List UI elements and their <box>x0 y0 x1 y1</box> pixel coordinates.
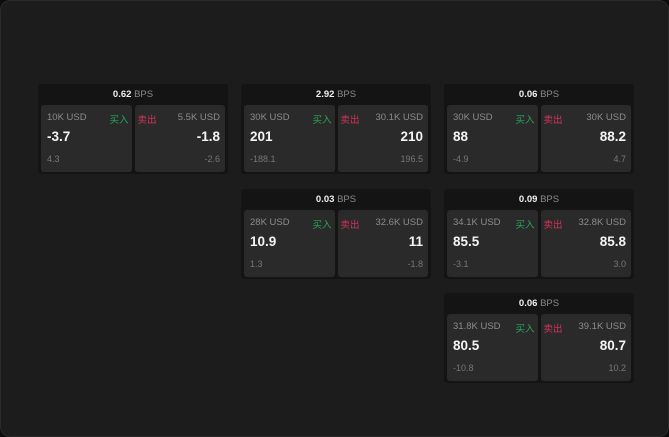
spread-header: 0.62 BPS <box>38 84 228 105</box>
spread-header: 0.06 BPS <box>444 293 634 314</box>
buy-change: 1.3 <box>250 259 263 269</box>
buy-amount: 34.1K USD <box>453 217 501 228</box>
buy-label: 买入 <box>515 220 535 231</box>
sell-amount: 32.6K USD <box>375 217 423 228</box>
sell-change: 3.0 <box>613 259 626 269</box>
buy-change: -10.8 <box>453 363 474 373</box>
sell-panel[interactable]: 卖出 30.1K USD 210 196.5 <box>337 105 428 172</box>
sell-change: 10.2 <box>608 363 626 373</box>
sell-amount: 30K USD <box>586 112 626 123</box>
sell-change: -2.6 <box>204 154 220 164</box>
spread-value: 0.09 <box>518 194 538 205</box>
buy-label: 买入 <box>515 324 535 335</box>
buy-label: 买入 <box>515 115 535 126</box>
buy-panel[interactable]: 28K USD 买入 10.9 1.3 <box>244 210 335 277</box>
quote-card: 0.06 BPS 31.8K USD 买入 80.5 -10.8 卖出 39.1… <box>444 293 634 383</box>
sell-label: 卖出 <box>543 115 563 126</box>
buy-panel[interactable]: 10K USD 买入 -3.7 4.3 <box>41 105 132 172</box>
buy-price: 85.5 <box>453 234 480 249</box>
quote-card: 0.06 BPS 30K USD 买入 88 -4.9 卖出 30K USD 8… <box>444 84 634 174</box>
spread-header: 0.06 BPS <box>444 84 634 105</box>
spread-unit: BPS <box>134 89 154 100</box>
buy-amount: 31.8K USD <box>453 321 501 332</box>
buy-label: 买入 <box>312 115 332 126</box>
spread-value: 0.06 <box>518 298 538 309</box>
spread-unit: BPS <box>540 89 560 100</box>
sell-panel[interactable]: 卖出 39.1K USD 80.7 10.2 <box>540 314 631 381</box>
sell-amount: 39.1K USD <box>578 321 626 332</box>
sell-change: 196.5 <box>400 154 423 164</box>
buy-label: 买入 <box>312 220 332 231</box>
sell-panel[interactable]: 卖出 32.8K USD 85.8 3.0 <box>540 210 631 277</box>
sell-label: 卖出 <box>543 324 563 335</box>
quote-card: 0.09 BPS 34.1K USD 买入 85.5 -3.1 卖出 32.8K… <box>444 189 634 279</box>
buy-amount: 28K USD <box>250 217 290 228</box>
buy-price: 88 <box>453 129 469 144</box>
spread-value: 2.92 <box>315 89 335 100</box>
buy-amount: 10K USD <box>47 112 87 123</box>
buy-change: -3.1 <box>453 259 469 269</box>
spread-unit: BPS <box>337 194 357 205</box>
quote-card: 0.62 BPS 10K USD 买入 -3.7 4.3 卖出 5.5K USD… <box>38 84 228 174</box>
sell-amount: 30.1K USD <box>375 112 423 123</box>
buy-change: -188.1 <box>250 154 276 164</box>
spread-header: 0.03 BPS <box>241 189 431 210</box>
sell-price: 11 <box>408 234 423 249</box>
spread-value: 0.06 <box>518 89 538 100</box>
buy-change: -4.9 <box>453 154 469 164</box>
sell-price: -1.8 <box>196 129 220 144</box>
buy-panel[interactable]: 30K USD 买入 88 -4.9 <box>447 105 538 172</box>
sell-price: 210 <box>400 129 423 144</box>
buy-panel[interactable]: 30K USD 买入 201 -188.1 <box>244 105 335 172</box>
buy-label: 买入 <box>109 115 129 126</box>
spread-unit: BPS <box>337 89 357 100</box>
sell-panel[interactable]: 卖出 30K USD 88.2 4.7 <box>540 105 631 172</box>
buy-change: 4.3 <box>47 154 60 164</box>
sell-label: 卖出 <box>137 115 157 126</box>
buy-amount: 30K USD <box>250 112 290 123</box>
quote-card: 2.92 BPS 30K USD 买入 201 -188.1 卖出 30.1K … <box>241 84 431 174</box>
buy-panel[interactable]: 31.8K USD 买入 80.5 -10.8 <box>447 314 538 381</box>
spread-header: 2.92 BPS <box>241 84 431 105</box>
sell-label: 卖出 <box>543 220 563 231</box>
quote-card: 0.03 BPS 28K USD 买入 10.9 1.3 卖出 32.6K US… <box>241 189 431 279</box>
buy-price: -3.7 <box>47 129 71 144</box>
sell-change: -1.8 <box>407 259 423 269</box>
sell-amount: 32.8K USD <box>578 217 626 228</box>
buy-amount: 30K USD <box>453 112 493 123</box>
sell-price: 80.7 <box>599 338 626 353</box>
sell-panel[interactable]: 卖出 5.5K USD -1.8 -2.6 <box>134 105 225 172</box>
sell-price: 85.8 <box>599 234 626 249</box>
sell-change: 4.7 <box>613 154 626 164</box>
buy-panel[interactable]: 34.1K USD 买入 85.5 -3.1 <box>447 210 538 277</box>
buy-price: 80.5 <box>453 338 480 353</box>
spread-value: 0.62 <box>112 89 132 100</box>
sell-label: 卖出 <box>340 115 360 126</box>
sell-price: 88.2 <box>599 129 626 144</box>
spread-header: 0.09 BPS <box>444 189 634 210</box>
sell-panel[interactable]: 卖出 32.6K USD 11 -1.8 <box>337 210 428 277</box>
spread-unit: BPS <box>540 298 560 309</box>
spread-value: 0.03 <box>315 194 335 205</box>
sell-amount: 5.5K USD <box>177 112 220 123</box>
buy-price: 10.9 <box>250 234 277 249</box>
spread-unit: BPS <box>540 194 560 205</box>
buy-price: 201 <box>250 129 273 144</box>
sell-label: 卖出 <box>340 220 360 231</box>
